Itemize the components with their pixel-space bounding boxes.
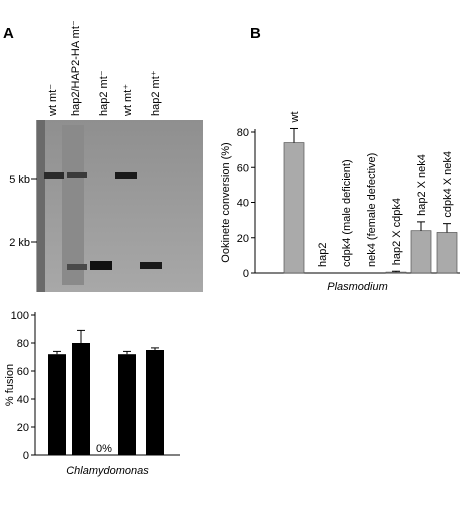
x-axis-label: Chlamydomonas (66, 465, 149, 477)
y-tick-label: 80 (237, 127, 249, 139)
category-label: hap2 (317, 243, 329, 267)
y-tick-label: 40 (237, 198, 249, 210)
y-tick-label: 20 (237, 233, 249, 245)
gel-image (36, 120, 203, 292)
y-tick-label: 40 (17, 394, 29, 406)
y-tick-label: 0 (23, 450, 29, 462)
bar (72, 343, 90, 455)
y-tick-label: 60 (17, 366, 29, 378)
panel-label: B (250, 25, 261, 42)
bar (118, 354, 136, 455)
lane-label: hap2/HAP2-HA mt⁻ (70, 20, 82, 116)
size-label: 2 kb (9, 237, 30, 249)
y-axis-label: % fusion (4, 364, 16, 406)
category-label: hap2 X cdpk4 (391, 198, 403, 265)
y-tick-label: 0 (243, 268, 249, 280)
y-tick-label: 100 (11, 310, 29, 322)
category-label: hap2 X nek4 (416, 154, 428, 216)
category-label: nek4 (female defective) (366, 153, 378, 267)
y-tick-label: 60 (237, 162, 249, 174)
panel-label: A (3, 25, 14, 42)
y-tick-label: 20 (17, 422, 29, 434)
category-label: wt (289, 111, 301, 123)
lane-label: wt mt⁺ (122, 84, 134, 117)
y-axis-label: Ookinete conversion (%) (220, 142, 232, 262)
category-label: cdpk4 X nek4 (442, 151, 454, 218)
lane-label: hap2 mt⁺ (150, 70, 162, 116)
bar (410, 230, 432, 274)
category-label: cdpk4 (male deficient) (341, 159, 353, 267)
size-label: 5 kb (9, 174, 30, 186)
lane-label: wt mt⁻ (47, 84, 59, 117)
y-tick-label: 80 (17, 338, 29, 350)
bar (283, 142, 305, 274)
bar (436, 232, 458, 274)
lane-label: hap2 mt⁻ (98, 70, 110, 116)
bar (146, 350, 164, 455)
bar (385, 271, 407, 274)
bar (48, 354, 66, 455)
value-label: 0% (96, 443, 112, 455)
x-axis-label: Plasmodium (327, 281, 388, 293)
